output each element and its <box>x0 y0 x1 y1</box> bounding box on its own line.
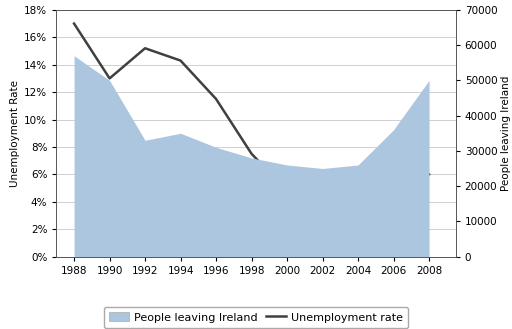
Y-axis label: Unemployment Rate: Unemployment Rate <box>10 80 20 187</box>
Legend: People leaving Ireland, Unemployment rate: People leaving Ireland, Unemployment rat… <box>104 307 408 328</box>
Y-axis label: People leaving Ireland: People leaving Ireland <box>501 76 511 191</box>
